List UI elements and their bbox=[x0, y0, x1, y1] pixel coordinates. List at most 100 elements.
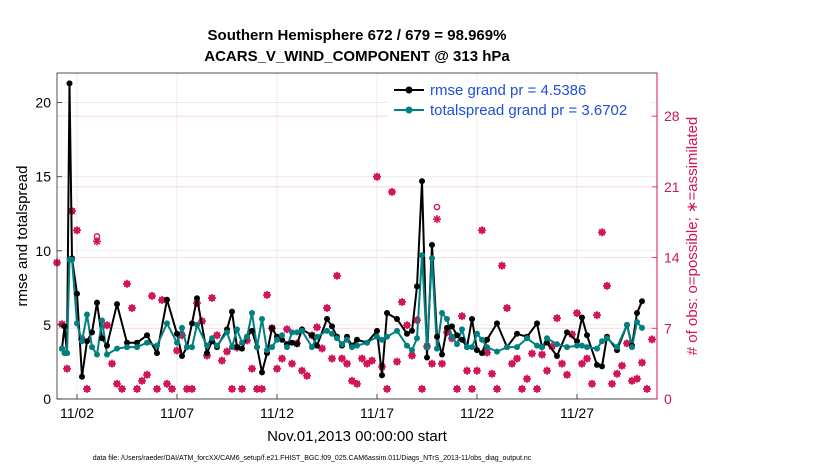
series-0-point-15 bbox=[144, 332, 150, 339]
series-1-point-9 bbox=[94, 351, 100, 358]
obs-assimilated-marker-104 bbox=[583, 354, 591, 363]
series-0-point-56 bbox=[404, 330, 410, 337]
obs-assimilated-marker-52 bbox=[323, 304, 331, 313]
series-1-point-46 bbox=[334, 335, 340, 342]
series-1-point-61 bbox=[429, 255, 435, 262]
obs-assimilated-marker-105 bbox=[588, 379, 596, 388]
series-0-point-62 bbox=[434, 333, 440, 340]
series-1-point-80 bbox=[554, 341, 560, 348]
x-tick-label-4: 11/22 bbox=[460, 405, 494, 421]
series-0-point-3 bbox=[66, 80, 73, 87]
series-0-point-80 bbox=[554, 353, 560, 360]
obs-assimilated-marker-42 bbox=[273, 364, 281, 373]
series-1-point-52 bbox=[374, 333, 380, 340]
y-tick-label-2: 10 bbox=[35, 243, 51, 259]
series-1-point-4 bbox=[69, 256, 75, 263]
obs-assimilated-marker-15 bbox=[138, 376, 146, 385]
series-1-point-81 bbox=[564, 344, 570, 351]
series-0-point-39 bbox=[289, 339, 295, 346]
obs-assimilated-marker-22 bbox=[173, 346, 181, 355]
obs-assimilated-marker-55 bbox=[338, 354, 346, 363]
legend-marker-rmse bbox=[405, 86, 413, 94]
series-0-point-61 bbox=[429, 241, 435, 248]
obs-assimilated-marker-94 bbox=[533, 384, 541, 393]
series-1-point-24 bbox=[209, 335, 215, 342]
series-1-point-78 bbox=[539, 344, 545, 351]
obs-assimilated-marker-50 bbox=[313, 323, 321, 332]
series-1-point-59 bbox=[419, 252, 425, 259]
series-0-point-70 bbox=[474, 347, 480, 354]
obs-assimilated-marker-82 bbox=[473, 366, 481, 375]
obs-assimilated-marker-107 bbox=[598, 228, 606, 237]
series-1-point-8 bbox=[89, 344, 95, 351]
obs-assimilated-marker-35 bbox=[238, 384, 246, 393]
obs-assimilated-marker-20 bbox=[163, 379, 171, 388]
series-1-point-83 bbox=[579, 342, 585, 349]
series-1-point-50 bbox=[354, 342, 360, 349]
series-1-point-17 bbox=[164, 320, 170, 327]
series-1-point-37 bbox=[279, 332, 285, 339]
x-tick-label-3: 11/17 bbox=[360, 405, 394, 421]
legend-label-totalspread: totalspread grand pr = 3.6702 bbox=[430, 102, 627, 119]
series-1-point-19 bbox=[179, 324, 185, 331]
series-0-point-10 bbox=[99, 335, 105, 342]
series-0-point-19 bbox=[179, 353, 185, 360]
series-0-point-85 bbox=[594, 361, 600, 368]
series-1-point-67 bbox=[459, 326, 465, 333]
series-0-point-77 bbox=[534, 320, 540, 327]
series-0-point-58 bbox=[414, 283, 420, 290]
series-0-point-37 bbox=[279, 336, 285, 343]
series-0-point-11 bbox=[104, 342, 110, 349]
obs-assimilated-marker-21 bbox=[168, 384, 176, 393]
legend: rmse grand pr = 4.5386 totalspread grand… bbox=[388, 80, 650, 120]
series-1-point-72 bbox=[484, 344, 490, 351]
obs-assimilated-marker-102 bbox=[573, 309, 581, 318]
series-1-point-86 bbox=[599, 338, 605, 345]
series-0-point-22 bbox=[194, 295, 200, 302]
series-1-point-43 bbox=[314, 333, 320, 340]
obs-assimilated-marker-100 bbox=[563, 370, 571, 379]
obs-assimilated-marker-85 bbox=[488, 369, 496, 378]
obs-assimilated-marker-47 bbox=[298, 366, 306, 375]
obs-assimilated-marker-88 bbox=[503, 304, 511, 313]
series-0-point-92 bbox=[639, 298, 645, 305]
obs-assimilated-marker-53 bbox=[328, 354, 336, 363]
series-0-point-14 bbox=[134, 339, 140, 346]
series-1-point-91 bbox=[634, 318, 640, 325]
series-1-point-42 bbox=[309, 344, 315, 351]
series-1-point-11 bbox=[104, 351, 110, 358]
obs-assimilated-marker-18 bbox=[153, 384, 161, 393]
obs-assimilated-marker-16 bbox=[143, 370, 151, 379]
obs-assimilated-marker-75 bbox=[438, 359, 446, 368]
series-1-point-79 bbox=[544, 335, 550, 342]
series-1-point-34 bbox=[264, 347, 270, 354]
series-1-point-51 bbox=[364, 339, 370, 346]
series-1-point-77 bbox=[534, 342, 540, 349]
obs-assimilated-marker-39 bbox=[258, 384, 266, 393]
series-0-point-73 bbox=[494, 320, 500, 327]
series-1-point-16 bbox=[154, 342, 160, 349]
obs-assimilated-marker-67 bbox=[398, 298, 406, 307]
series-0-point-5 bbox=[74, 290, 80, 297]
y2-tick-label-4: 28 bbox=[664, 108, 680, 124]
series-1-point-89 bbox=[624, 321, 630, 328]
obs-assimilated-marker-59 bbox=[358, 354, 366, 363]
obs-assimilated-marker-30 bbox=[213, 331, 221, 340]
series-1-point-41 bbox=[299, 327, 305, 334]
series-0-point-72 bbox=[484, 336, 490, 343]
obs-assimilated-marker-103 bbox=[578, 359, 586, 368]
obs-assimilated-marker-111 bbox=[618, 361, 626, 370]
series-1-point-47 bbox=[339, 341, 345, 348]
obs-assimilated-marker-114 bbox=[633, 374, 641, 383]
series-0-point-50 bbox=[354, 336, 360, 343]
obs-assimilated-marker-11 bbox=[118, 384, 126, 393]
obs-assimilated-marker-13 bbox=[128, 304, 136, 313]
obs-assimilated-marker-81 bbox=[468, 384, 476, 393]
series-0-point-43 bbox=[314, 342, 320, 349]
obs-assimilated-marker-37 bbox=[248, 364, 256, 373]
obs-assimilated-marker-54 bbox=[333, 271, 341, 280]
y2-axis-label: # of obs: o=possible; ∗=assimilated bbox=[684, 117, 701, 356]
obs-assimilated-marker-95 bbox=[538, 350, 546, 359]
obs-assimilated-marker-108 bbox=[603, 281, 611, 290]
